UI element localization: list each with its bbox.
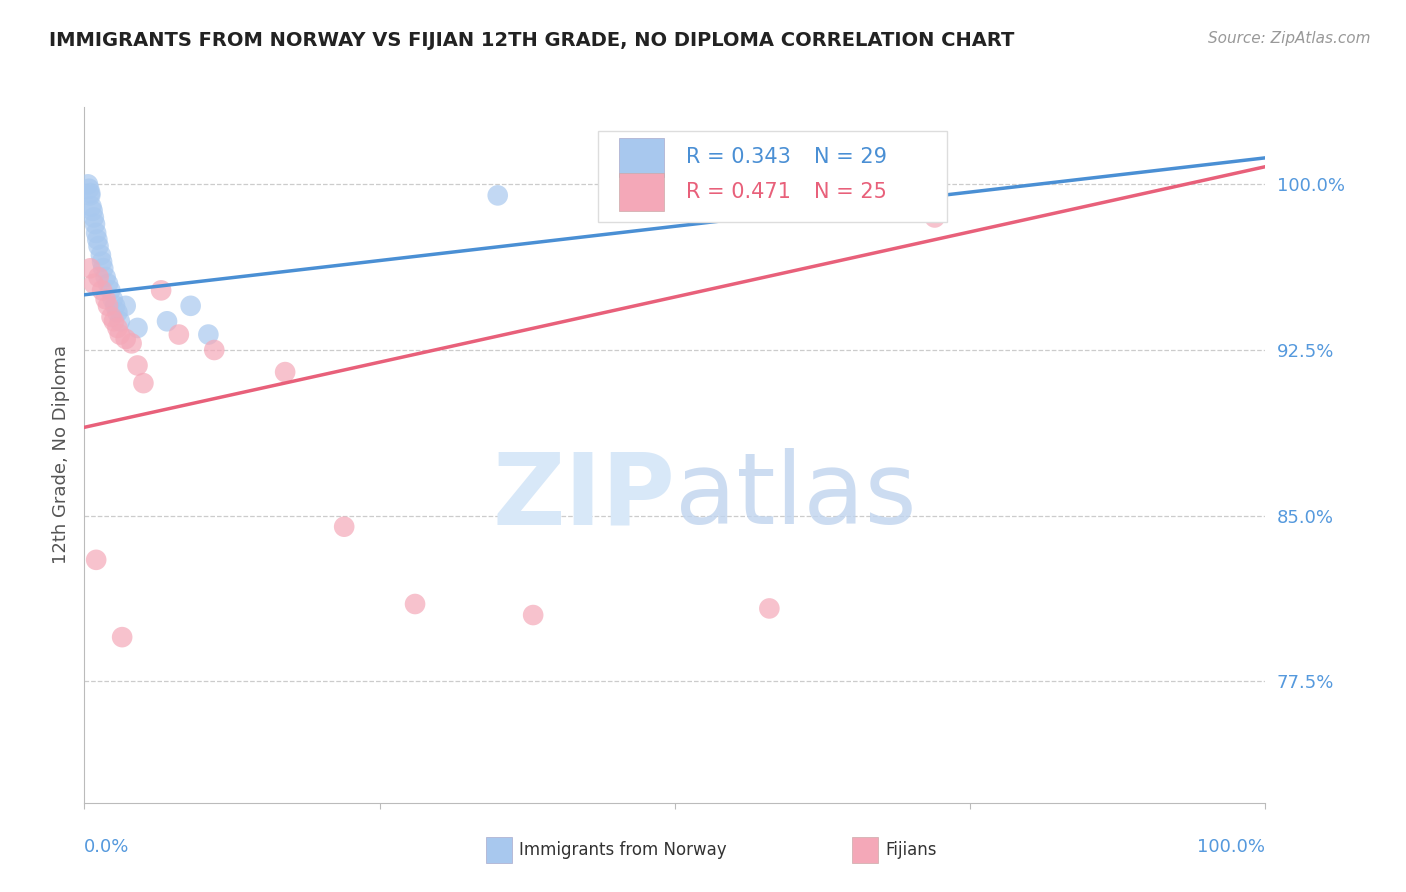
Point: [82, 203, 104, 218]
Point: [83, 211, 105, 225]
Point: [132, 376, 155, 391]
Text: Fijians: Fijians: [886, 841, 936, 859]
Point: [111, 630, 134, 644]
Text: 100.0%: 100.0%: [1198, 838, 1265, 855]
Point: [79, 186, 101, 201]
Text: R = 0.471: R = 0.471: [686, 182, 790, 202]
Point: [202, 343, 225, 357]
Point: [91, 284, 114, 298]
Point: [90, 248, 112, 262]
Text: 0.0%: 0.0%: [84, 838, 129, 855]
Point: [80, 199, 103, 213]
Bar: [620, 173, 664, 211]
Point: [486, 188, 509, 202]
Point: [84, 553, 107, 567]
Point: [87, 270, 110, 285]
Point: [87, 239, 110, 253]
Point: [723, 182, 745, 196]
Point: [98, 284, 121, 298]
Text: IMMIGRANTS FROM NORWAY VS FIJIAN 12TH GRADE, NO DIPLOMA CORRELATION CHART: IMMIGRANTS FROM NORWAY VS FIJIAN 12TH GR…: [49, 31, 1015, 50]
Point: [100, 310, 122, 324]
Point: [108, 314, 131, 328]
Point: [97, 299, 120, 313]
Point: [107, 321, 129, 335]
Point: [127, 321, 149, 335]
Bar: [852, 837, 877, 863]
Point: [77, 178, 100, 192]
Point: [94, 292, 117, 306]
Point: [121, 336, 143, 351]
Point: [333, 519, 356, 533]
Point: [84, 226, 107, 240]
Text: N = 25: N = 25: [814, 182, 887, 202]
Point: [101, 292, 124, 306]
Point: [83, 277, 105, 291]
Point: [79, 188, 101, 202]
Bar: [486, 837, 512, 863]
Point: [104, 299, 127, 313]
Point: [103, 314, 125, 328]
Point: [150, 284, 173, 298]
Point: [180, 299, 202, 313]
Point: [274, 365, 297, 379]
Point: [107, 305, 129, 319]
Point: [806, 178, 828, 192]
Point: [167, 327, 190, 342]
FancyBboxPatch shape: [598, 131, 946, 222]
Y-axis label: 12th Grade, No Diploma: 12th Grade, No Diploma: [52, 345, 70, 565]
Point: [924, 211, 946, 225]
Point: [77, 182, 100, 196]
Point: [404, 597, 426, 611]
Point: [127, 359, 149, 373]
Point: [108, 327, 131, 342]
Bar: [620, 138, 664, 177]
Point: [522, 608, 544, 623]
Point: [79, 261, 101, 276]
Text: ZIP: ZIP: [492, 448, 675, 545]
Point: [91, 261, 114, 276]
Point: [84, 217, 107, 231]
Point: [91, 254, 114, 268]
Point: [94, 270, 117, 285]
Point: [197, 327, 219, 342]
Point: [114, 299, 136, 313]
Point: [86, 233, 108, 247]
Point: [156, 314, 179, 328]
Text: R = 0.343: R = 0.343: [686, 147, 790, 168]
Text: Source: ZipAtlas.com: Source: ZipAtlas.com: [1208, 31, 1371, 46]
Text: atlas: atlas: [675, 448, 917, 545]
Point: [758, 601, 780, 615]
Text: N = 29: N = 29: [814, 147, 887, 168]
Point: [114, 332, 136, 346]
Text: Immigrants from Norway: Immigrants from Norway: [519, 841, 727, 859]
Point: [97, 277, 120, 291]
